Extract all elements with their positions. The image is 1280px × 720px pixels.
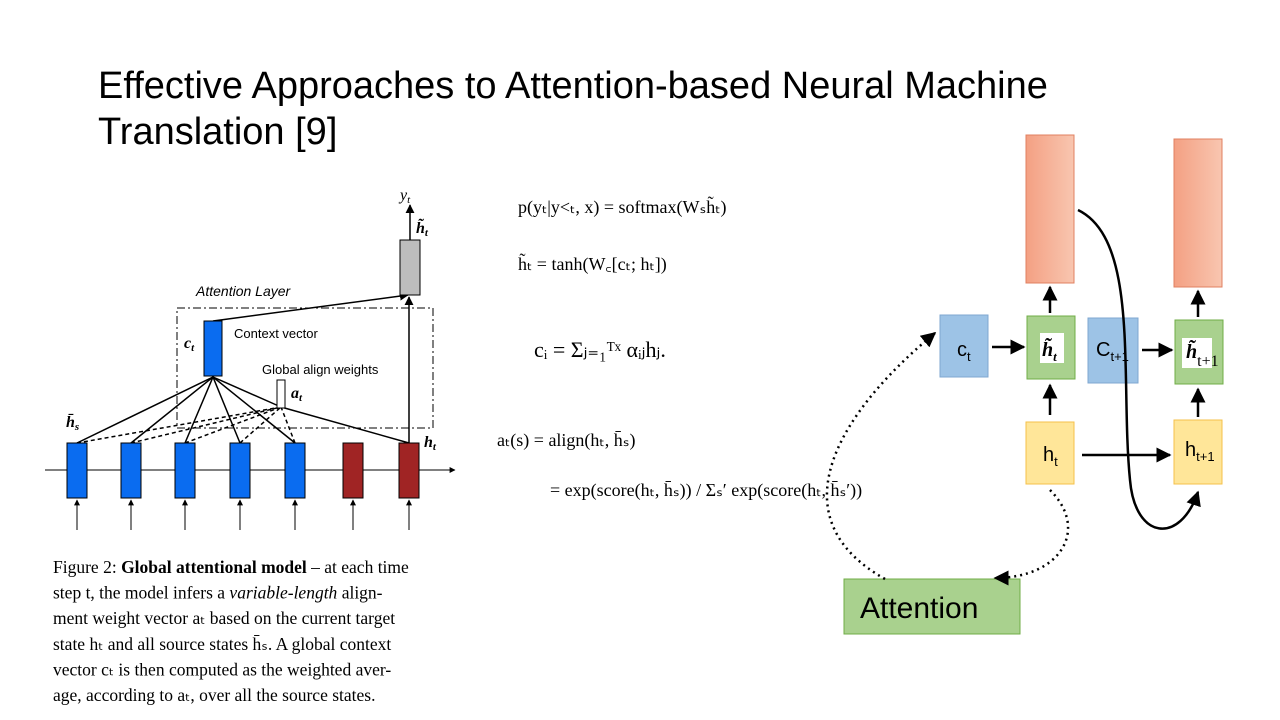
label: at <box>291 385 303 404</box>
output-block <box>1025 134 1075 284</box>
caption-segment: step t, the model infers a <box>53 583 229 603</box>
caption-segment: vector cₜ is then computed as the weight… <box>53 659 391 679</box>
node-label: ht+1 <box>1185 439 1215 464</box>
align-node <box>276 379 286 409</box>
caption-line: vector cₜ is then computed as the weight… <box>53 659 391 679</box>
target-nodes <box>342 442 420 499</box>
hidden-block <box>1025 421 1075 485</box>
caption-segment: ment weight vector aₜ based on the curre… <box>53 608 395 628</box>
figure-diagram <box>45 204 456 530</box>
equations: p(yₜ|y<ₜ, x) = softmax(Wₛh̃ₜ) h̃ₜ = tanh… <box>497 195 862 501</box>
label: ht <box>424 434 437 453</box>
node-label: h̃t <box>1042 338 1057 364</box>
label: Attention Layer <box>195 283 292 299</box>
context-block <box>939 314 989 378</box>
caption-segment: – at each time <box>307 557 409 577</box>
label: Global align weights <box>262 362 379 377</box>
label-bg <box>1182 338 1212 368</box>
title-line: Effective Approaches to Attention-based … <box>98 65 1048 107</box>
equation: aₜ(s) = align(hₜ, h̄ₛ) <box>497 430 635 451</box>
caption-line: age, according to aₜ, over all the sourc… <box>53 685 375 705</box>
equation: = exp(score(hₜ, h̄ₛ)) / Σₛ′ exp(score(hₜ… <box>550 480 862 501</box>
equation: p(yₜ|y<ₜ, x) = softmax(Wₛh̃ₜ) <box>518 195 727 218</box>
source-nodes <box>66 442 306 499</box>
equation: cᵢ = Σⱼ₌₁ᵀˣ αᵢⱼhⱼ. <box>534 337 666 362</box>
label: Context vector <box>234 326 318 341</box>
caption-line: step t, the model infers a variable-leng… <box>53 583 383 603</box>
caption-line: state hₜ and all source states h̄ₛ. A gl… <box>53 634 391 654</box>
caption-line: Figure 2: Global attentional model – at … <box>53 557 409 577</box>
node-label: Attention <box>860 592 978 625</box>
label: yt <box>398 187 411 206</box>
caption-segment: Global attentional model <box>121 557 307 577</box>
figure-labels: yt h̃t ct at h̄s ht <box>66 187 437 453</box>
title-line: Translation [9] <box>98 111 337 153</box>
equation: h̃ₜ = tanh(W꜀[cₜ; hₜ]) <box>518 252 667 275</box>
context-lines <box>76 204 415 444</box>
context-node <box>203 320 223 377</box>
node-label: h̃t+1 <box>1186 340 1219 370</box>
label-bg <box>1040 333 1064 363</box>
context-block <box>1087 317 1139 384</box>
attention-block <box>843 578 1021 635</box>
node-label: ct <box>957 339 971 364</box>
hidden-block <box>1173 419 1223 485</box>
right-diagram: ct h̃t Ct+1 h̃t+1 ht ht+1 Attention <box>825 134 1224 635</box>
input-arrows <box>74 499 412 530</box>
output-node <box>399 239 421 296</box>
caption-segment: age, according to aₜ, over all the sourc… <box>53 685 375 705</box>
caption-segment: Figure 2: <box>53 557 121 577</box>
caption-segment: align- <box>337 583 382 603</box>
caption-line: ment weight vector aₜ based on the curre… <box>53 608 395 628</box>
caption: Figure 2: Global attentional model – at … <box>53 557 409 705</box>
node-label: ht <box>1043 444 1058 469</box>
label: h̄s <box>66 412 79 433</box>
caption-segment: variable-length <box>229 583 337 603</box>
label: ct <box>184 335 195 354</box>
caption-segment: state hₜ and all source states h̄ₛ. A gl… <box>53 634 391 654</box>
label: h̃t <box>416 218 429 239</box>
output-block <box>1173 138 1223 288</box>
node-label: Ct+1 <box>1096 339 1129 364</box>
